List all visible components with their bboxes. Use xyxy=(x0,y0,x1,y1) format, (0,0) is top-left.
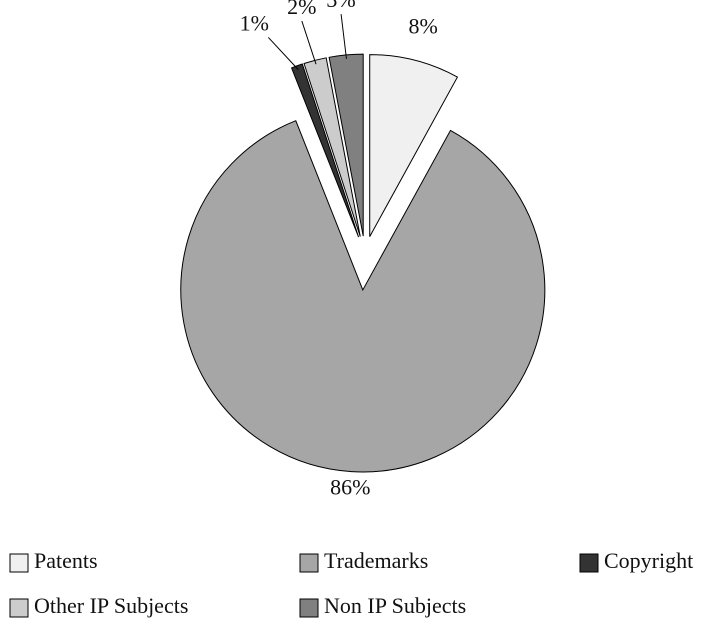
leader-line xyxy=(340,14,347,59)
pie-slice xyxy=(369,54,459,237)
legend-label: Copyright xyxy=(604,548,693,573)
legend-label: Patents xyxy=(34,548,98,573)
leader-line xyxy=(301,20,317,65)
legend-swatch xyxy=(579,553,599,573)
legend-swatch xyxy=(299,553,319,573)
legend-label: Trademarks xyxy=(324,548,428,573)
data-label: 3% xyxy=(326,0,355,12)
legend-swatch xyxy=(9,598,29,618)
legend-label: Other IP Subjects xyxy=(34,593,188,618)
legend-swatch xyxy=(9,553,29,573)
leader-line xyxy=(267,37,299,70)
legend-swatch xyxy=(299,598,319,618)
data-label: 86% xyxy=(330,475,370,500)
legend-label: Non IP Subjects xyxy=(324,593,466,618)
data-label: 2% xyxy=(287,0,316,19)
pie-slice xyxy=(290,63,360,238)
data-label: 1% xyxy=(240,10,269,35)
data-label: 8% xyxy=(409,13,438,38)
pie-slice xyxy=(180,120,546,473)
